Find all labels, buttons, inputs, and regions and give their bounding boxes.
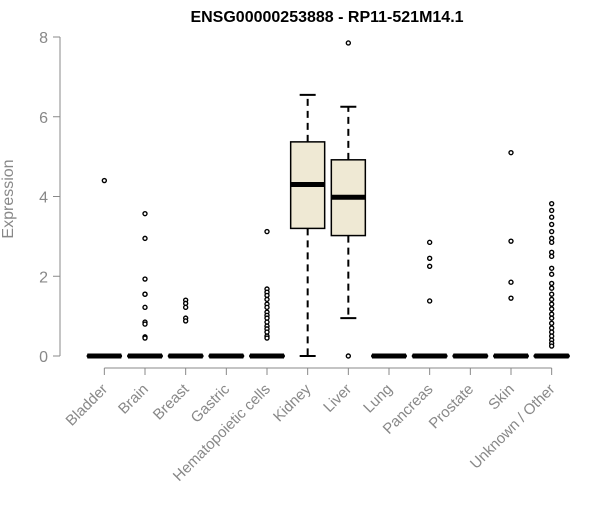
outlier-point xyxy=(182,318,189,324)
outlier-point xyxy=(548,301,555,307)
y-axis-label: Expression xyxy=(0,159,17,238)
box-group xyxy=(411,239,448,359)
outlier-point xyxy=(548,296,555,303)
zero-point xyxy=(524,353,529,359)
x-tick-label: Breast xyxy=(150,380,193,423)
box-group xyxy=(127,210,163,359)
outlier-point xyxy=(142,276,148,282)
outlier-point xyxy=(548,280,555,287)
outlier-point xyxy=(548,214,555,220)
zero-point xyxy=(483,353,489,359)
box-group xyxy=(289,93,326,357)
outlier-point xyxy=(548,200,555,207)
outlier-point xyxy=(142,321,148,327)
box-group xyxy=(330,40,367,359)
y-axis: 0 2 4 6 8 xyxy=(39,30,61,366)
zero-point xyxy=(565,353,570,359)
box-group xyxy=(86,177,123,359)
outlier-point xyxy=(345,353,352,359)
x-tick-label: Kidney xyxy=(270,380,315,425)
outlier-point xyxy=(142,304,148,311)
outlier-point xyxy=(426,255,433,262)
zero-point xyxy=(199,353,204,359)
outlier-point xyxy=(345,40,352,46)
plot-area xyxy=(86,40,570,359)
outlier-point xyxy=(264,335,270,341)
outlier-point xyxy=(264,228,270,235)
outlier-point xyxy=(264,304,270,311)
outlier-point xyxy=(182,304,189,311)
x-tick-label: Lung xyxy=(360,381,396,417)
box-group xyxy=(208,353,245,359)
zero-point xyxy=(117,353,123,359)
outlier-point xyxy=(101,177,108,184)
box-group xyxy=(249,228,285,359)
outlier-point xyxy=(508,279,514,285)
outlier-point xyxy=(548,207,555,214)
outlier-point xyxy=(426,263,433,269)
y-tick-label: 2 xyxy=(39,269,48,286)
y-tick-label: 0 xyxy=(39,349,48,366)
x-tick-label: Brain xyxy=(115,381,152,418)
box-group xyxy=(167,297,204,359)
outlier-point xyxy=(426,239,433,246)
zero-point xyxy=(280,353,285,359)
y-tick-label: 8 xyxy=(39,30,48,47)
outlier-point xyxy=(548,320,555,327)
outlier-point xyxy=(548,291,555,297)
outlier-point xyxy=(548,228,555,235)
outlier-point xyxy=(548,221,555,228)
chart-title: ENSG00000253888 - RP11-521M14.1 xyxy=(190,9,463,26)
x-tick-label: Prostate xyxy=(426,381,478,433)
outlier-point xyxy=(142,335,148,341)
outlier-point xyxy=(508,238,514,244)
outlier-point xyxy=(548,265,555,271)
x-tick-label: Skin xyxy=(485,381,518,414)
outlier-point xyxy=(548,239,555,246)
x-tick-label: Liver xyxy=(320,381,355,416)
outlier-point xyxy=(548,271,555,277)
zero-point xyxy=(239,353,245,359)
outlier-point xyxy=(142,210,148,217)
outlier-point xyxy=(548,253,555,260)
zero-point xyxy=(443,353,448,359)
x-tick-label: Bladder xyxy=(63,381,112,430)
outlier-point xyxy=(142,235,148,242)
y-tick-label: 4 xyxy=(39,190,48,207)
outlier-point xyxy=(142,291,148,297)
box-group xyxy=(371,353,407,359)
outlier-point xyxy=(548,306,555,312)
outlier-point xyxy=(426,298,433,304)
box-group xyxy=(493,149,529,359)
outlier-point xyxy=(548,285,555,291)
outlier-point xyxy=(508,295,514,301)
outlier-point xyxy=(508,149,514,156)
zero-point xyxy=(402,353,407,359)
zero-point xyxy=(158,353,163,359)
outlier-point xyxy=(548,343,555,349)
outlier-point xyxy=(548,315,555,321)
box-group xyxy=(452,353,489,359)
outlier-point xyxy=(264,296,270,303)
y-tick-label: 6 xyxy=(39,110,48,127)
box-group xyxy=(533,200,570,359)
